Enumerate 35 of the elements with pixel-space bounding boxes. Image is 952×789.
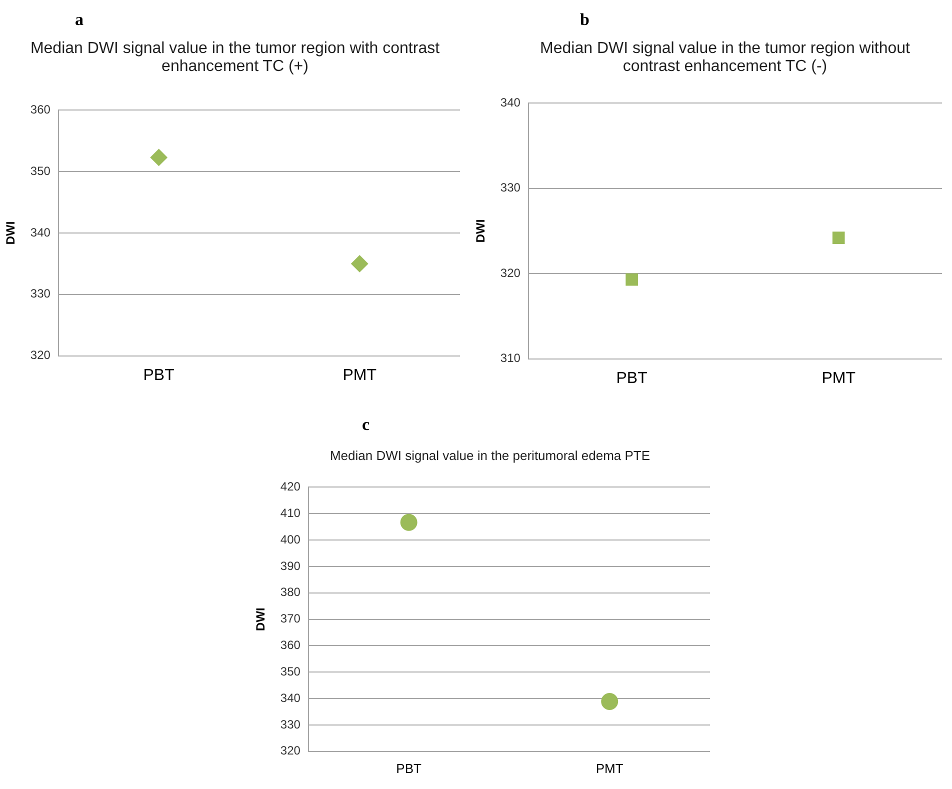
x-tick-label: PMT	[342, 366, 377, 384]
x-tick-label: PBT	[616, 370, 648, 387]
y-tick-label: 330	[30, 286, 51, 301]
y-tick-label: 320	[30, 348, 51, 362]
y-tick-label: 350	[30, 164, 51, 178]
y-tick-label: 360	[30, 102, 51, 117]
x-tick-label: PBT	[396, 760, 422, 776]
text: b	[580, 10, 590, 30]
y-tick-label: 320	[280, 744, 301, 758]
y-tick-label: 340	[30, 225, 51, 240]
y-tick-label: 340	[500, 96, 521, 110]
x-tick-label: PBT	[143, 366, 175, 384]
y-tick-label: 420	[280, 480, 301, 494]
y-tick-label: 330	[500, 180, 521, 195]
y-tick-label: 390	[280, 558, 301, 573]
y-tick-label: 320	[500, 266, 521, 280]
x-tick-label: PMT	[596, 760, 624, 776]
y-axis-title: DWI	[474, 219, 488, 243]
y-tick-label: 330	[280, 717, 301, 732]
chart-title: Median DWI signal value in the tumor region with contrast enhancement TC (+)	[30, 40, 440, 76]
chart-title: Median DWI signal value in the peritumoral edema PTE	[328, 448, 652, 463]
y-axis-title: DWI	[254, 608, 268, 631]
y-tick-label: 380	[280, 585, 301, 600]
x-tick-label: PMT	[822, 370, 856, 387]
y-tick-label: 310	[500, 351, 521, 366]
text: c	[362, 415, 370, 435]
y-axis-title: DWI	[4, 221, 18, 245]
y-tick-label: 340	[280, 690, 301, 705]
y-tick-label: 350	[280, 664, 301, 678]
y-tick-label: 410	[280, 506, 301, 520]
y-tick-label: 400	[280, 532, 301, 546]
y-tick-label: 360	[280, 638, 301, 652]
y-tick-label: 370	[280, 612, 301, 626]
text: a	[75, 10, 84, 30]
chart-title: Median DWI signal value in the tumor region without contrast enhancement TC (-)	[539, 40, 911, 76]
